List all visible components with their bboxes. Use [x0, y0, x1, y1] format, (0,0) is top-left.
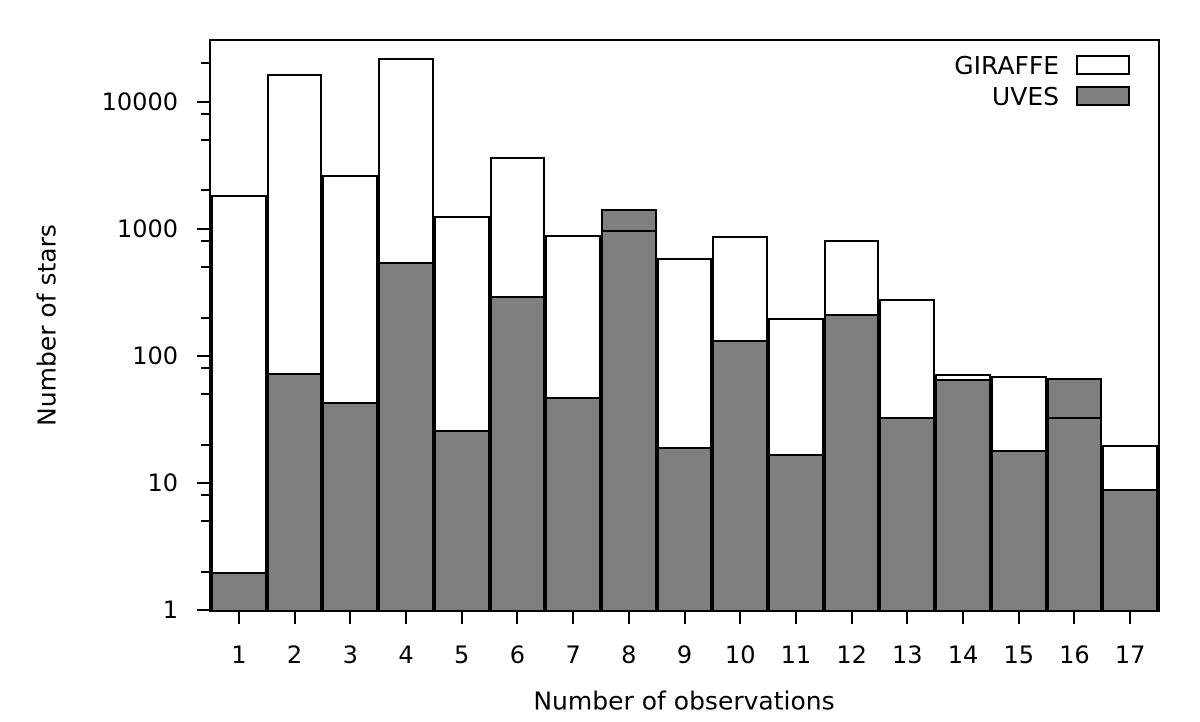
- y-tick-label: 1: [162, 596, 178, 624]
- legend-label-uves: UVES: [991, 81, 1059, 111]
- bars-layer: [211, 41, 1158, 610]
- legend-swatch-giraffe: [1076, 55, 1130, 75]
- x-tick-label: 6: [509, 641, 526, 669]
- y-minor-tick: [201, 316, 209, 319]
- x-tick-label: 10: [724, 641, 756, 669]
- legend: GIRAFFE UVES: [954, 52, 1130, 114]
- bar-giraffe: [1046, 417, 1103, 610]
- bar-giraffe: [266, 73, 323, 610]
- legend-swatch-uves: [1076, 86, 1130, 106]
- bar-giraffe: [545, 235, 601, 610]
- x-tick: [906, 612, 909, 624]
- bar-uves: [266, 373, 323, 610]
- y-tick-label: 10000: [101, 87, 178, 116]
- x-tick-label: 1: [231, 641, 247, 669]
- y-minor-tick: [201, 265, 209, 268]
- bar-giraffe: [935, 373, 991, 610]
- y-tick-label: 10: [147, 468, 178, 497]
- legend-item-giraffe: GIRAFFE: [954, 52, 1130, 78]
- y-minor-tick: [201, 520, 209, 523]
- x-tick: [1017, 612, 1020, 624]
- bar-uves: [378, 262, 434, 610]
- x-tick-label: 11: [780, 641, 812, 669]
- x-tick-label: 3: [342, 641, 358, 669]
- x-tick: [1129, 612, 1132, 624]
- bar-giraffe: [378, 57, 434, 610]
- y-major-tick: [197, 481, 209, 484]
- x-tick-label: 17: [1114, 641, 1146, 669]
- bar-giraffe: [489, 156, 546, 610]
- x-tick: [627, 612, 630, 624]
- x-tick: [349, 612, 352, 624]
- bar-uves: [600, 208, 657, 610]
- y-tick-label: 1000: [116, 214, 178, 243]
- x-tick-label: 4: [398, 641, 414, 669]
- x-axis-title: Number of observations: [533, 686, 835, 716]
- x-tick: [683, 612, 686, 624]
- y-major-tick: [197, 100, 209, 103]
- bar-giraffe: [1102, 444, 1158, 610]
- bar-giraffe: [656, 258, 713, 610]
- bar-uves: [1102, 488, 1158, 610]
- x-tick: [794, 612, 797, 624]
- y-major-tick: [197, 609, 209, 611]
- bar-giraffe: [322, 174, 379, 610]
- bar-giraffe: [823, 239, 880, 610]
- x-tick-label: 16: [1059, 641, 1090, 669]
- y-minor-tick: [201, 62, 209, 65]
- x-tick: [237, 612, 240, 624]
- x-tick-label: 5: [454, 641, 470, 669]
- x-tick-label: 9: [676, 641, 693, 669]
- legend-label-giraffe: GIRAFFE: [954, 50, 1059, 80]
- x-tick: [962, 612, 965, 624]
- y-minor-tick: [201, 570, 209, 573]
- y-minor-tick: [201, 189, 209, 192]
- y-minor-tick: [201, 240, 209, 243]
- y-major-tick: [197, 354, 209, 357]
- bar-giraffe: [211, 194, 267, 610]
- ticks-layer: 1 10 100 1000 10000 1 2 3 4 5 6 7 8 9 10 11 12 13 14 15 16 17: [102, 41, 1158, 667]
- y-minor-tick: [201, 367, 209, 370]
- x-tick-label: 14: [947, 641, 979, 669]
- bar-giraffe: [990, 376, 1047, 610]
- y-minor-tick: [201, 112, 209, 115]
- x-tick: [293, 612, 296, 624]
- bar-giraffe: [712, 235, 769, 610]
- x-tick: [572, 612, 575, 624]
- bar-giraffe: [768, 317, 824, 610]
- x-tick: [404, 612, 407, 624]
- bar-uves: [322, 402, 379, 610]
- y-minor-tick: [201, 494, 209, 497]
- plot-area: 1 10 100 1000 10000 1 2 3 4 5 6 7 8 9 10 11 12 13 14 15 16 17…: [102, 39, 1160, 667]
- x-tick-label: 7: [565, 641, 581, 669]
- bar-uves: [712, 340, 769, 610]
- bar-giraffe: [433, 215, 490, 610]
- x-tick: [850, 612, 853, 624]
- y-axis-title: Number of stars: [32, 224, 62, 426]
- x-tick-label: 8: [621, 641, 637, 669]
- legend-item-uves: UVES: [954, 83, 1130, 109]
- x-tick: [516, 612, 519, 624]
- bar-giraffe: [879, 299, 936, 610]
- x-tick-label: 2: [286, 641, 303, 669]
- x-tick: [460, 612, 463, 624]
- x-tick-label: 15: [1003, 641, 1035, 669]
- y-minor-tick: [201, 138, 209, 141]
- x-tick: [1073, 612, 1076, 624]
- x-tick-label: 13: [892, 641, 923, 669]
- y-tick-label: 100: [132, 341, 178, 370]
- x-tick: [739, 612, 742, 624]
- x-tick-label: 12: [836, 641, 867, 669]
- y-minor-tick: [201, 443, 209, 446]
- y-minor-tick: [201, 393, 209, 396]
- y-major-tick: [197, 227, 209, 230]
- bar-giraffe: [600, 230, 657, 610]
